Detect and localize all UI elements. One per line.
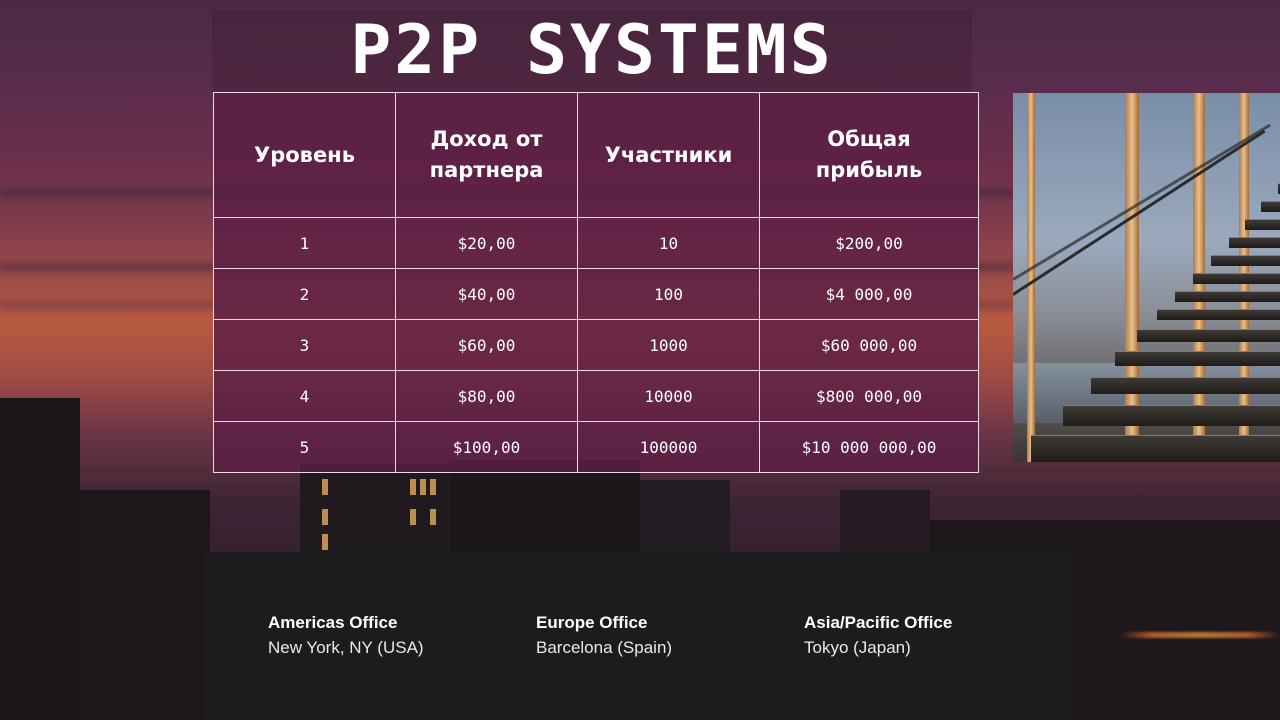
table-row: 3 $60,00 1000 $60 000,00 [213, 319, 979, 371]
header-partner-income: Доход от партнера [395, 92, 578, 218]
cell-total-profit: $200,00 [759, 217, 979, 269]
offices-panel: Americas Office New York, NY (USA) Europ… [203, 552, 1077, 720]
office-location: Barcelona (Spain) [536, 638, 673, 657]
page-title: P2P SYSTEMS [212, 10, 972, 92]
cell-participants: 1000 [577, 319, 760, 371]
cell-level: 5 [213, 421, 396, 473]
cell-total-profit: $4 000,00 [759, 268, 979, 320]
cell-partner-income: $20,00 [395, 217, 578, 269]
header-level: Уровень [213, 92, 396, 218]
table-row: 1 $20,00 10 $200,00 [213, 217, 979, 269]
table-row: 5 $100,00 100000 $10 000 000,00 [213, 421, 979, 473]
staircase-photo [1013, 93, 1280, 462]
cell-partner-income: $40,00 [395, 268, 578, 320]
office-name: Europe Office [536, 613, 648, 632]
office-name: Asia/Pacific Office [804, 613, 953, 632]
cell-level: 4 [213, 370, 396, 422]
cell-participants: 10 [577, 217, 760, 269]
cell-level: 3 [213, 319, 396, 371]
office-name: Americas Office [268, 613, 398, 632]
cell-partner-income: $80,00 [395, 370, 578, 422]
office-location: New York, NY (USA) [268, 638, 424, 657]
cell-total-profit: $800 000,00 [759, 370, 979, 422]
cell-level: 1 [213, 217, 396, 269]
header-total-profit: Общая прибыль [759, 92, 979, 218]
office-europe: Europe Office Barcelona (Spain) [536, 611, 672, 661]
cell-partner-income: $60,00 [395, 319, 578, 371]
office-americas: Americas Office New York, NY (USA) [268, 611, 424, 661]
cell-total-profit: $60 000,00 [759, 319, 979, 371]
cell-level: 2 [213, 268, 396, 320]
earnings-table: Уровень Доход от партнера Участники Обща… [213, 92, 979, 473]
cell-partner-income: $100,00 [395, 421, 578, 473]
table-header-row: Уровень Доход от партнера Участники Обща… [213, 92, 979, 218]
office-asia-pacific: Asia/Pacific Office Tokyo (Japan) [804, 611, 952, 661]
table-row: 4 $80,00 10000 $800 000,00 [213, 370, 979, 422]
cell-total-profit: $10 000 000,00 [759, 421, 979, 473]
cell-participants: 100 [577, 268, 760, 320]
cell-participants: 100000 [577, 421, 760, 473]
office-location: Tokyo (Japan) [804, 638, 911, 657]
table-row: 2 $40,00 100 $4 000,00 [213, 268, 979, 320]
cell-participants: 10000 [577, 370, 760, 422]
header-participants: Участники [577, 92, 760, 218]
